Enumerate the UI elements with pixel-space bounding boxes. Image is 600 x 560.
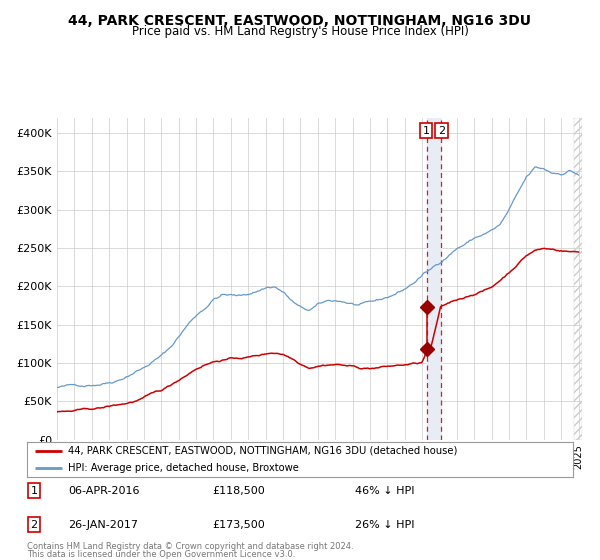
- Text: 26-JAN-2017: 26-JAN-2017: [68, 520, 138, 530]
- Text: 26% ↓ HPI: 26% ↓ HPI: [355, 520, 414, 530]
- Text: 46% ↓ HPI: 46% ↓ HPI: [355, 486, 414, 496]
- Text: £118,500: £118,500: [212, 486, 265, 496]
- Text: 2: 2: [31, 520, 38, 530]
- Text: HPI: Average price, detached house, Broxtowe: HPI: Average price, detached house, Brox…: [68, 463, 299, 473]
- Text: 1: 1: [31, 486, 38, 496]
- Text: 44, PARK CRESCENT, EASTWOOD, NOTTINGHAM, NG16 3DU (detached house): 44, PARK CRESCENT, EASTWOOD, NOTTINGHAM,…: [68, 446, 457, 456]
- Text: £173,500: £173,500: [212, 520, 265, 530]
- Text: 1: 1: [422, 125, 430, 136]
- Text: This data is licensed under the Open Government Licence v3.0.: This data is licensed under the Open Gov…: [27, 550, 295, 559]
- Text: 44, PARK CRESCENT, EASTWOOD, NOTTINGHAM, NG16 3DU: 44, PARK CRESCENT, EASTWOOD, NOTTINGHAM,…: [68, 14, 532, 28]
- Text: Price paid vs. HM Land Registry's House Price Index (HPI): Price paid vs. HM Land Registry's House …: [131, 25, 469, 38]
- Text: 2: 2: [438, 125, 445, 136]
- Bar: [427, 118, 440, 440]
- Text: Contains HM Land Registry data © Crown copyright and database right 2024.: Contains HM Land Registry data © Crown c…: [27, 542, 353, 550]
- Text: 06-APR-2016: 06-APR-2016: [68, 486, 139, 496]
